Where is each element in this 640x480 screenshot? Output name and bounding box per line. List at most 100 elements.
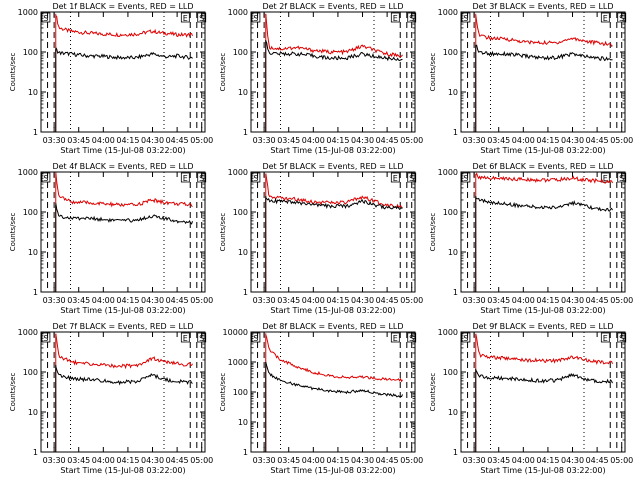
y-tick-label: 10: [28, 408, 38, 417]
x-tick-label: 04:45: [166, 136, 189, 145]
x-tick-label: 04:30: [141, 136, 164, 145]
x-tick-label: 05:00: [610, 136, 633, 145]
x-tick-label: 04:30: [351, 456, 374, 465]
y-tick-label: 1000: [228, 8, 248, 17]
saa-out-flag-box: [407, 332, 417, 343]
plot-frame: [250, 331, 416, 453]
y-tick-label: 100: [23, 368, 38, 377]
detector-panel-1: Det 1f BLACK = Events, RED = LLD Counts/s…: [9, 2, 213, 155]
x-axis-label: Start Time (15-Jul-08 03:22:00): [480, 146, 605, 155]
events-series-line: [265, 362, 403, 398]
x-tick-label: 04:30: [561, 296, 584, 305]
y-tick-label: 1: [33, 448, 38, 457]
events-series-line: [265, 197, 403, 210]
x-tick-label: 03:45: [277, 296, 300, 305]
y-tick-label: 1: [33, 128, 38, 137]
saa-out-flag-box: [407, 172, 417, 183]
y-tick-label: 1000: [438, 168, 458, 177]
lld-series-line: [475, 333, 613, 365]
x-tick-label: 04:30: [561, 456, 584, 465]
x-tick-label: 03:30: [253, 136, 276, 145]
y-axis-label: Counts/sec: [9, 373, 17, 412]
x-axis-label: Start Time (15-Jul-08 03:22:00): [60, 466, 185, 475]
eclipse-flag: E: [603, 14, 608, 23]
x-axis-label: Start Time (15-Jul-08 03:22:00): [60, 306, 185, 315]
x-tick-label: 05:00: [610, 456, 633, 465]
eclipse-flag-box: [390, 172, 400, 183]
x-tick-label: 05:00: [610, 296, 633, 305]
saa-in-flag: S: [253, 334, 258, 343]
plot-frame: [460, 331, 626, 453]
x-tick-label: 05:00: [400, 136, 423, 145]
detector-panel-5: Det 5f BLACK = Events, RED = LLD Counts/s…: [219, 162, 423, 315]
saa-in-flag-box: [251, 172, 261, 183]
x-tick-label: 04:45: [586, 136, 609, 145]
x-tick-label: 05:00: [190, 296, 213, 305]
plot-frame: [250, 11, 416, 133]
x-axis-label: Start Time (15-Jul-08 03:22:00): [270, 146, 395, 155]
lld-series-line: [475, 15, 613, 47]
x-tick-label: 04:30: [561, 136, 584, 145]
y-tick-label: 1000: [438, 8, 458, 17]
saa-out-flag-box: [197, 172, 207, 183]
y-tick-label: 10: [28, 248, 38, 257]
lld-series-line: [475, 172, 613, 184]
events-series-line: [55, 203, 193, 225]
eclipse-flag: E: [393, 14, 398, 23]
lld-series-line: [265, 334, 403, 383]
eclipse-flag: E: [393, 334, 398, 343]
events-series-line: [475, 369, 613, 384]
x-tick-label: 03:45: [487, 136, 510, 145]
panel-title: Det 2f BLACK = Events, RED = LLD: [262, 2, 403, 11]
x-tick-label: 04:30: [351, 296, 374, 305]
x-tick-label: 04:00: [512, 296, 535, 305]
y-tick-label: 10: [238, 88, 248, 97]
y-tick-label: 1: [33, 288, 38, 297]
y-tick-label: 100: [443, 368, 458, 377]
lld-series-line: [265, 13, 403, 58]
y-axis-label: Counts/sec: [429, 213, 437, 252]
saa-in-flag-box: [251, 332, 261, 343]
x-tick-label: 04:45: [166, 456, 189, 465]
y-axis-label: Counts/sec: [429, 53, 437, 92]
y-tick-label: 100: [23, 208, 38, 217]
plot-frame: [460, 11, 626, 133]
x-tick-label: 03:45: [487, 456, 510, 465]
x-tick-label: 04:00: [302, 456, 325, 465]
y-tick-label: 1000: [18, 328, 38, 337]
x-tick-label: 04:15: [326, 296, 349, 305]
y-tick-label: 100: [443, 208, 458, 217]
saa-out-flag: S: [409, 334, 414, 343]
detector-panel-3: Det 3f BLACK = Events, RED = LLD Counts/s…: [429, 2, 633, 155]
eclipse-flag-box: [390, 332, 400, 343]
detector-panel-2: Det 2f BLACK = Events, RED = LLD Counts/s…: [219, 2, 423, 155]
y-axis-label: Counts/sec: [9, 53, 17, 92]
y-tick-label: 100: [233, 208, 248, 217]
x-tick-label: 03:30: [43, 456, 66, 465]
y-tick-label: 1: [453, 448, 458, 457]
y-tick-label: 100: [443, 48, 458, 57]
y-tick-label: 10000: [223, 328, 248, 337]
saa-in-flag: S: [253, 14, 258, 23]
x-tick-label: 04:30: [351, 136, 374, 145]
y-tick-label: 10: [238, 248, 248, 257]
x-tick-label: 04:15: [326, 456, 349, 465]
y-tick-label: 1: [243, 448, 248, 457]
x-tick-label: 03:45: [277, 136, 300, 145]
x-tick-label: 03:45: [277, 456, 300, 465]
x-tick-label: 04:00: [92, 456, 115, 465]
saa-in-flag-box: [461, 172, 471, 183]
x-tick-label: 03:30: [463, 456, 486, 465]
y-tick-label: 100: [233, 48, 248, 57]
lld-series-line: [55, 15, 193, 38]
y-tick-label: 10: [448, 248, 458, 257]
x-tick-label: 04:30: [141, 296, 164, 305]
x-tick-label: 04:15: [536, 456, 559, 465]
events-series-line: [265, 40, 403, 62]
detector-panel-6: Det 6f BLACK = Events, RED = LLD Counts/s…: [429, 162, 633, 315]
x-tick-label: 04:15: [116, 136, 139, 145]
plot-frame: [40, 171, 206, 293]
x-tick-label: 04:45: [376, 296, 399, 305]
y-axis-label: Counts/sec: [219, 213, 227, 252]
